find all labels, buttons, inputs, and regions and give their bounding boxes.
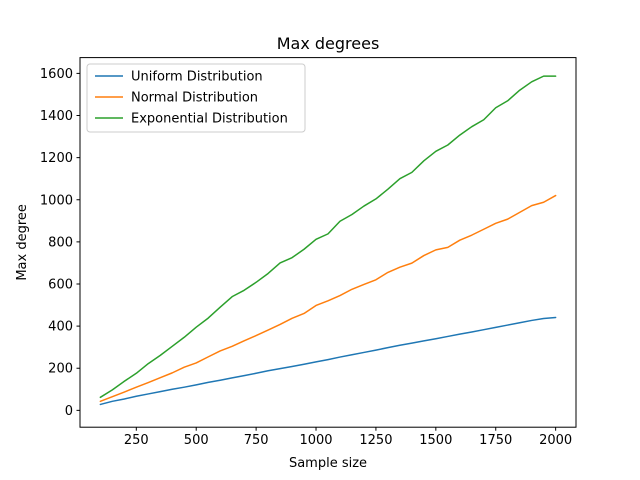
x-tick-label: 1000 (299, 433, 332, 448)
y-tick-label: 400 (48, 320, 73, 335)
series-line-2 (99, 194, 557, 403)
y-tick-label: 200 (48, 362, 73, 377)
legend-box (86, 63, 306, 133)
y-axis-label: Max degree (15, 204, 30, 281)
series-line-3 (99, 75, 557, 399)
x-tick-label: 1250 (359, 433, 392, 448)
y-tick-label: 800 (48, 235, 73, 250)
axes-frame (79, 57, 577, 428)
x-tick-label: 750 (244, 433, 269, 448)
y-tick-label: 0 (65, 404, 73, 419)
x-axis-label: Sample size (289, 456, 367, 471)
x-tick-label: 1500 (419, 433, 452, 448)
legend-label: Exponential Distribution (131, 112, 288, 127)
legend: Uniform Distribution Normal Distribution E… (86, 63, 306, 133)
x-tick-label: 2000 (539, 433, 572, 448)
x-axis: 250 500 750 1000 1250 1500 1750 2000 (124, 427, 572, 448)
y-tick-label: 1600 (40, 67, 73, 82)
x-tick-label: 250 (124, 433, 149, 448)
plot-area (99, 75, 557, 406)
x-tick-label: 500 (184, 433, 209, 448)
x-tick-label: 1750 (479, 433, 512, 448)
legend-label: Uniform Distribution (131, 70, 263, 85)
legend-label: Normal Distribution (131, 91, 258, 106)
y-tick-label: 1000 (40, 193, 73, 208)
y-axis: 0 200 400 600 800 1000 1200 1400 1600 (40, 67, 80, 419)
y-tick-label: 1200 (40, 151, 73, 166)
y-tick-label: 600 (48, 277, 73, 292)
y-tick-label: 1400 (40, 109, 73, 124)
series-line-1 (99, 316, 557, 406)
chart-title: Max degrees (277, 34, 380, 53)
